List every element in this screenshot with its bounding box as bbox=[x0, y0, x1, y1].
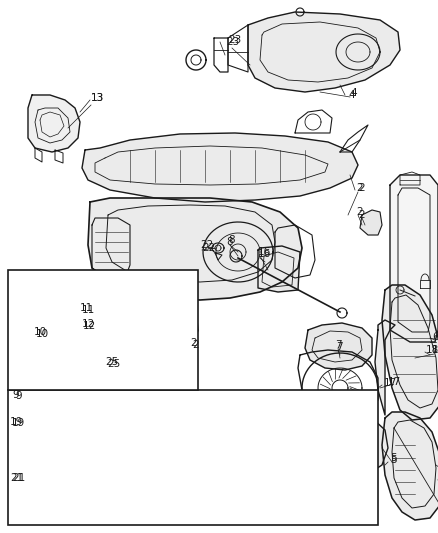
Text: 6: 6 bbox=[436, 333, 438, 343]
Text: 2: 2 bbox=[190, 338, 197, 348]
Polygon shape bbox=[258, 246, 300, 292]
Text: 19: 19 bbox=[12, 418, 25, 428]
Text: 4: 4 bbox=[348, 90, 355, 100]
Polygon shape bbox=[82, 133, 358, 202]
Text: 10: 10 bbox=[36, 329, 49, 339]
Polygon shape bbox=[248, 12, 400, 92]
Polygon shape bbox=[360, 210, 382, 235]
Polygon shape bbox=[390, 175, 438, 342]
Text: 11: 11 bbox=[82, 305, 95, 315]
Polygon shape bbox=[305, 323, 372, 370]
Text: 10: 10 bbox=[34, 327, 47, 337]
Text: 8: 8 bbox=[226, 237, 233, 247]
Polygon shape bbox=[382, 285, 438, 420]
Text: 16: 16 bbox=[258, 247, 271, 257]
Text: 23: 23 bbox=[226, 37, 239, 47]
Text: 5: 5 bbox=[390, 453, 397, 463]
Polygon shape bbox=[92, 405, 195, 510]
Text: 25: 25 bbox=[105, 357, 118, 367]
Text: 23: 23 bbox=[228, 35, 241, 45]
Text: 13: 13 bbox=[91, 93, 104, 103]
Text: 11: 11 bbox=[80, 303, 93, 313]
Text: 17: 17 bbox=[388, 377, 401, 387]
Text: 12: 12 bbox=[83, 321, 96, 331]
Text: 19: 19 bbox=[10, 417, 23, 427]
Text: 18: 18 bbox=[432, 345, 438, 355]
Text: 9: 9 bbox=[12, 390, 19, 400]
Text: 17: 17 bbox=[384, 378, 397, 388]
Polygon shape bbox=[375, 320, 395, 415]
Text: 2: 2 bbox=[358, 183, 364, 193]
Text: 5: 5 bbox=[390, 455, 397, 465]
Text: 21: 21 bbox=[10, 473, 23, 483]
Text: 12: 12 bbox=[82, 319, 95, 329]
Text: 18: 18 bbox=[426, 345, 438, 355]
Text: 2: 2 bbox=[192, 340, 198, 350]
Text: 22: 22 bbox=[202, 243, 215, 253]
Polygon shape bbox=[85, 292, 198, 352]
Text: 16: 16 bbox=[258, 249, 271, 259]
Text: 2: 2 bbox=[356, 207, 363, 217]
Text: 9: 9 bbox=[15, 391, 21, 401]
Bar bbox=[8, 270, 198, 390]
Polygon shape bbox=[22, 316, 158, 378]
Polygon shape bbox=[28, 95, 80, 152]
Text: 2: 2 bbox=[356, 183, 363, 193]
Polygon shape bbox=[295, 412, 388, 480]
Text: 2: 2 bbox=[358, 210, 364, 220]
Polygon shape bbox=[382, 412, 438, 520]
Text: 21: 21 bbox=[12, 473, 25, 483]
Text: 13: 13 bbox=[91, 93, 104, 103]
Text: 7: 7 bbox=[336, 342, 343, 352]
Text: 7: 7 bbox=[335, 340, 342, 350]
Polygon shape bbox=[88, 198, 302, 300]
Bar bbox=[8, 390, 378, 525]
Text: 25: 25 bbox=[107, 359, 120, 369]
Text: 6: 6 bbox=[432, 332, 438, 342]
Text: 4: 4 bbox=[350, 88, 357, 98]
Text: 8: 8 bbox=[228, 235, 235, 245]
Text: 22: 22 bbox=[200, 240, 213, 250]
